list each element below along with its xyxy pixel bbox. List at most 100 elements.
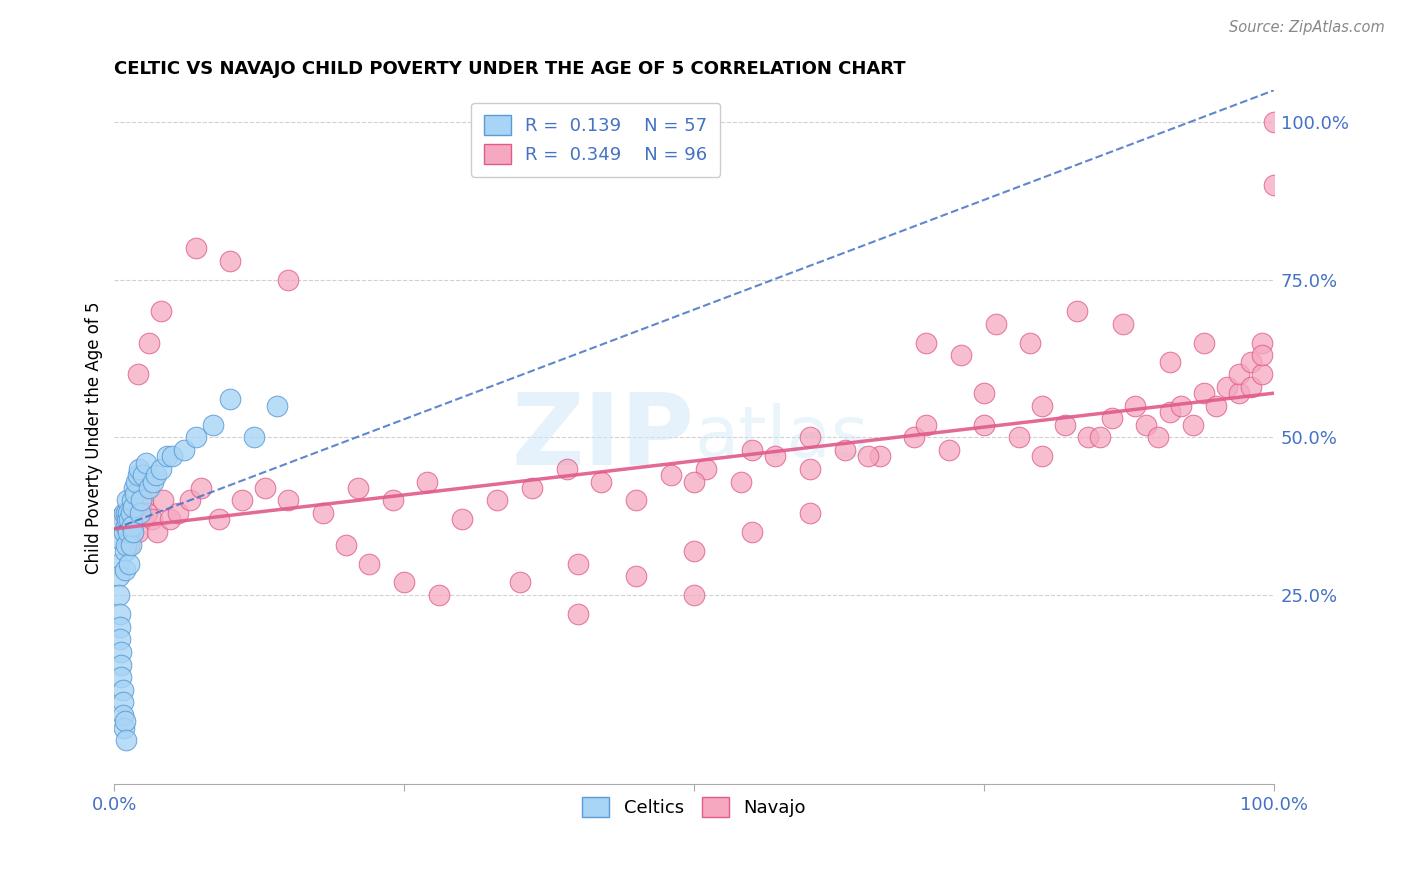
Point: [1205, 399, 1227, 413]
Point: [741, 442, 763, 457]
Point: [567, 607, 589, 621]
Point: [121, 518, 143, 533]
Point: [1227, 368, 1250, 382]
Point: [184, 430, 207, 444]
Point: [266, 399, 288, 413]
Point: [115, 524, 138, 539]
Point: [112, 524, 135, 539]
Point: [1263, 178, 1285, 192]
Point: [1101, 411, 1123, 425]
Point: [381, 493, 404, 508]
Point: [1263, 115, 1285, 129]
Point: [1240, 354, 1263, 368]
Point: [520, 481, 543, 495]
Point: [114, 714, 136, 729]
Point: [741, 524, 763, 539]
Point: [277, 272, 299, 286]
Point: [799, 430, 821, 444]
Point: [254, 481, 277, 495]
Point: [903, 430, 925, 444]
Text: ZIP: ZIP: [512, 389, 695, 486]
Text: atlas: atlas: [695, 403, 869, 472]
Point: [128, 462, 150, 476]
Point: [115, 733, 138, 747]
Point: [509, 575, 531, 590]
Point: [730, 475, 752, 489]
Point: [984, 317, 1007, 331]
Point: [555, 462, 578, 476]
Point: [683, 475, 706, 489]
Point: [451, 512, 474, 526]
Point: [1054, 417, 1077, 432]
Point: [138, 335, 160, 350]
Point: [135, 456, 157, 470]
Point: [112, 512, 135, 526]
Point: [231, 493, 253, 508]
Point: [122, 481, 145, 495]
Point: [110, 657, 132, 672]
Point: [127, 524, 149, 539]
Point: [335, 538, 357, 552]
Point: [108, 620, 131, 634]
Point: [108, 569, 131, 583]
Point: [347, 481, 370, 495]
Point: [1240, 380, 1263, 394]
Point: [190, 481, 212, 495]
Point: [1031, 450, 1053, 464]
Point: [1135, 417, 1157, 432]
Point: [869, 450, 891, 464]
Point: [108, 588, 131, 602]
Point: [624, 569, 647, 583]
Point: [1194, 386, 1216, 401]
Point: [111, 708, 134, 723]
Point: [159, 512, 181, 526]
Point: [138, 481, 160, 495]
Point: [115, 506, 138, 520]
Point: [359, 557, 381, 571]
Point: [155, 450, 177, 464]
Point: [834, 442, 856, 457]
Point: [1159, 354, 1181, 368]
Point: [938, 442, 960, 457]
Point: [120, 538, 142, 552]
Point: [1159, 405, 1181, 419]
Point: [312, 506, 335, 520]
Point: [108, 607, 131, 621]
Point: [167, 506, 190, 520]
Point: [129, 493, 152, 508]
Point: [683, 544, 706, 558]
Point: [122, 524, 145, 539]
Point: [127, 468, 149, 483]
Point: [135, 506, 157, 520]
Point: [108, 632, 131, 647]
Point: [115, 538, 138, 552]
Point: [118, 538, 141, 552]
Point: [114, 544, 136, 558]
Point: [115, 493, 138, 508]
Point: [1170, 399, 1192, 413]
Point: [695, 462, 717, 476]
Point: [799, 462, 821, 476]
Point: [111, 682, 134, 697]
Point: [208, 512, 231, 526]
Point: [1251, 368, 1274, 382]
Point: [117, 524, 139, 539]
Point: [114, 563, 136, 577]
Point: [112, 721, 135, 735]
Text: CELTIC VS NAVAJO CHILD POVERTY UNDER THE AGE OF 5 CORRELATION CHART: CELTIC VS NAVAJO CHILD POVERTY UNDER THE…: [114, 60, 905, 78]
Point: [107, 531, 129, 545]
Point: [142, 475, 165, 489]
Point: [1008, 430, 1031, 444]
Point: [127, 368, 149, 382]
Point: [394, 575, 416, 590]
Point: [132, 493, 155, 508]
Point: [132, 468, 155, 483]
Point: [149, 304, 172, 318]
Point: [915, 417, 938, 432]
Point: [110, 645, 132, 659]
Point: [949, 348, 972, 362]
Point: [624, 493, 647, 508]
Point: [1216, 380, 1239, 394]
Point: [145, 468, 167, 483]
Point: [1181, 417, 1204, 432]
